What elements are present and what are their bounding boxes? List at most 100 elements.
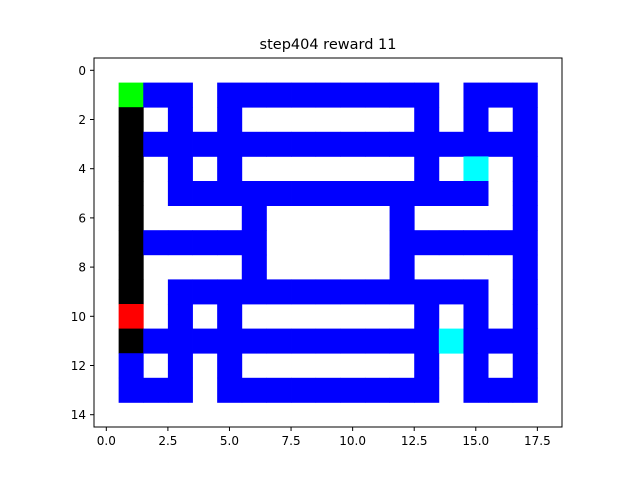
cell-wall (438, 131, 464, 157)
cell-wall (389, 254, 415, 280)
cell-wall (512, 328, 538, 354)
cell-wall (167, 107, 193, 133)
cell-wall (414, 107, 440, 133)
cell-wall (167, 377, 193, 403)
cell-wall (241, 131, 267, 157)
cell-wall (463, 353, 489, 379)
cell-wall (167, 304, 193, 329)
cell-wall (463, 328, 489, 354)
cell-wall (266, 279, 292, 305)
cell-wall (315, 279, 341, 305)
cell-pellet (463, 156, 489, 182)
cell-wall (217, 156, 243, 182)
x-tick-label: 17.5 (524, 434, 551, 448)
cell-wall (463, 107, 489, 133)
cell-wall (512, 82, 538, 108)
cell-trail (118, 279, 144, 305)
x-tick-label: 2.5 (158, 434, 177, 448)
cell-wall (512, 107, 538, 133)
cell-wall (291, 82, 317, 108)
cell-trail (118, 107, 144, 133)
grid-cells (118, 82, 538, 403)
cell-wall (414, 181, 440, 206)
cell-wall (266, 181, 292, 206)
cell-wall (512, 156, 538, 182)
x-tick-label: 7.5 (282, 434, 301, 448)
cell-wall (414, 353, 440, 379)
cell-trail (118, 230, 144, 256)
cell-wall (217, 353, 243, 379)
y-tick-label: 2 (78, 113, 86, 127)
cell-wall (315, 181, 341, 206)
cell-wall (143, 230, 169, 256)
cell-trail (118, 254, 144, 280)
cell-wall (143, 328, 169, 354)
y-tick-label: 10 (71, 310, 86, 324)
cell-wall (340, 82, 366, 108)
cell-wall (241, 328, 267, 354)
cell-wall (167, 131, 193, 157)
cell-wall (414, 279, 440, 305)
cell-wall (389, 205, 415, 231)
cell-wall (438, 279, 464, 305)
y-tick-label: 12 (71, 359, 86, 373)
y-tick-label: 0 (78, 64, 86, 78)
cell-wall (389, 82, 415, 108)
cell-wall (217, 377, 243, 403)
cell-wall (167, 353, 193, 379)
cell-wall (241, 181, 267, 206)
cell-wall (217, 279, 243, 305)
cell-wall (389, 328, 415, 354)
cell-pellet (438, 328, 464, 354)
cell-wall (414, 304, 440, 329)
cell-wall (167, 279, 193, 305)
cell-wall (291, 328, 317, 354)
cell-wall (340, 131, 366, 157)
x-tick-label: 15.0 (462, 434, 489, 448)
x-axis: 0.0 2.5 5.0 7.5 10.0 12.5 15.0 17.5 (97, 427, 551, 448)
cell-wall (266, 328, 292, 354)
cell-wall (512, 254, 538, 280)
cell-wall (512, 205, 538, 231)
cell-wall (364, 82, 390, 108)
y-tick-label: 6 (78, 211, 86, 225)
cell-trail (118, 181, 144, 206)
cell-wall (414, 156, 440, 182)
cell-wall (266, 377, 292, 403)
cell-wall (340, 279, 366, 305)
cell-wall (463, 304, 489, 329)
plot-frame (93, 57, 563, 428)
cell-wall (463, 131, 489, 157)
cell-wall (315, 328, 341, 354)
cell-wall (340, 181, 366, 206)
x-tick-label: 12.5 (401, 434, 428, 448)
cell-wall (167, 156, 193, 182)
cell-wall (192, 279, 218, 305)
cell-wall (192, 230, 218, 256)
cell-wall (315, 377, 341, 403)
cell-wall (217, 230, 243, 256)
cell-wall (118, 353, 144, 379)
cell-wall (463, 230, 489, 256)
cell-wall (512, 131, 538, 157)
cell-wall (438, 181, 464, 206)
cell-wall (118, 377, 144, 403)
y-tick-label: 8 (78, 261, 86, 275)
cell-wall (364, 377, 390, 403)
cell-wall (241, 82, 267, 108)
cell-wall (143, 82, 169, 108)
cell-wall (340, 377, 366, 403)
cell-wall (192, 181, 218, 206)
cell-wall (241, 377, 267, 403)
cell-wall (512, 181, 538, 206)
cell-wall (463, 181, 489, 206)
cell-wall (512, 304, 538, 329)
cell-wall (389, 230, 415, 256)
cell-trail (118, 328, 144, 354)
cell-wall (217, 82, 243, 108)
cell-wall (217, 131, 243, 157)
cell-trail (118, 156, 144, 182)
cell-wall (414, 377, 440, 403)
cell-wall (463, 82, 489, 108)
cell-wall (512, 230, 538, 256)
